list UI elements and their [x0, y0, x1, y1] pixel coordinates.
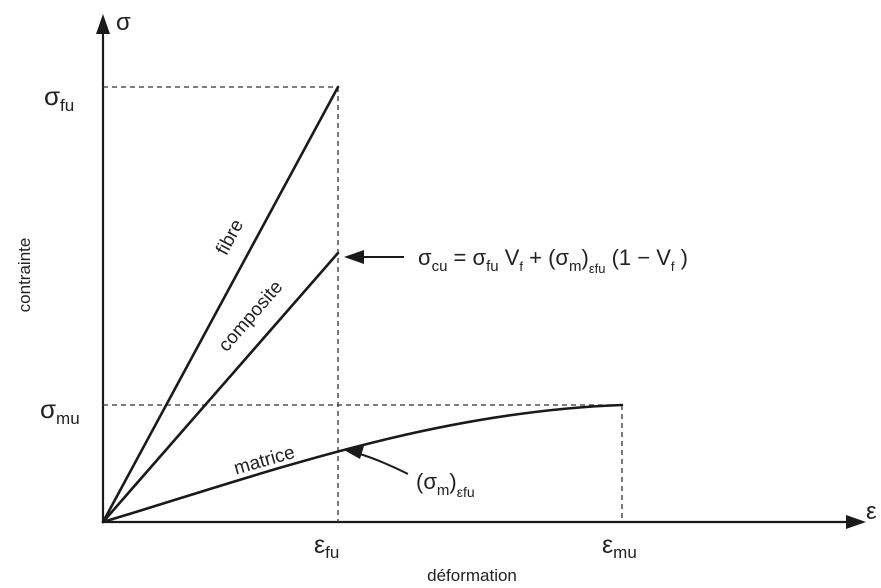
fibre-label: fibre: [212, 216, 248, 259]
matrice-label: matrice: [232, 442, 298, 479]
tick-eps-fu: εfu: [314, 531, 339, 562]
guide-lines: [103, 86, 623, 522]
y-axis-arrowhead: [96, 14, 110, 34]
y-axis-symbol: σ: [116, 9, 131, 36]
matrice-curve: [101, 403, 624, 524]
x-axis-label: déformation: [427, 566, 517, 585]
formula-arrowhead: [344, 250, 364, 264]
curves: [101, 85, 624, 524]
composite-curve: [101, 251, 340, 524]
annotation-arrowhead: [344, 446, 364, 459]
x-axis-arrowhead: [846, 515, 866, 529]
y-axis-label: contrainte: [15, 238, 34, 313]
tick-sigma-mu: σmu: [40, 394, 80, 428]
matrix-stress-annotation: (σm)εfu: [416, 469, 475, 500]
annotation-arrow: [359, 453, 409, 475]
tick-eps-mu: εmu: [602, 531, 637, 562]
composite-strength-formula: σcu = σfu Vf + (σm)εfu (1 − Vf ): [418, 245, 688, 276]
tick-sigma-fu: σfu: [44, 81, 74, 115]
fibre-curve: [101, 85, 340, 524]
composite-label: composite: [215, 277, 288, 356]
x-axis-symbol: ε: [866, 498, 877, 525]
axes: [96, 14, 866, 529]
